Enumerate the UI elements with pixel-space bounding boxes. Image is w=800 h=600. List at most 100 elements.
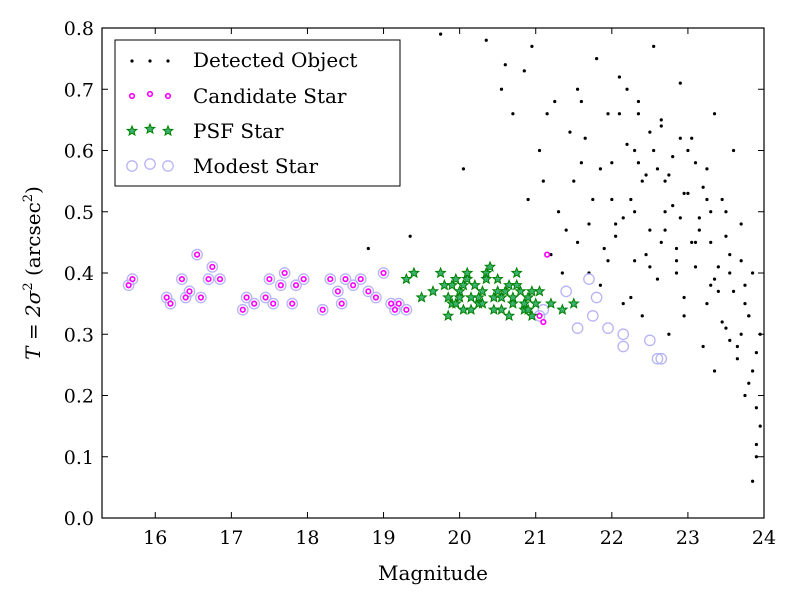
detected-object-point [541,179,545,183]
modest-star-point [195,291,207,304]
detected-object-point [575,87,580,91]
detected-object-point [716,265,720,269]
psf-star-point [503,309,516,322]
modest-star-point [400,303,413,316]
psf-star-point [465,291,478,303]
detected-object-point [758,424,762,428]
detected-object-point [709,240,713,244]
candidate-star-point [182,294,189,301]
psf-star-point [495,303,508,315]
detected-object-point [575,240,580,244]
detected-object-point [671,155,675,159]
candidate-star-point [536,312,543,319]
y-tick-label: 0.1 [64,447,94,469]
candidate-star-point [395,300,402,307]
x-tick-label: 17 [219,527,243,549]
detected-object-point [739,332,743,336]
legend-marker [166,59,170,63]
detected-object-point [522,69,526,73]
detected-object-point [690,240,694,244]
modest-star-point [332,285,344,298]
detected-object-point [682,295,686,300]
legend: Detected Object Candidate Star PSF Star … [114,39,401,187]
detected-object-point [503,63,507,67]
candidate-star-point [277,282,284,289]
modest-star-point [179,291,192,304]
modest-star-point [214,273,226,285]
modest-star-point [259,291,272,304]
detected-object-point [750,479,755,483]
y-axis: 0.0 0.1 0.2 0.3 0.4 0.5 0.6 0.7 0.8 [64,18,764,530]
detected-object-point [674,271,679,275]
candidate-star-point [372,294,380,301]
legend-label-modest-star: Modest Star [193,154,318,178]
detected-object-point [499,87,504,91]
detected-object-point [583,136,587,140]
y-tick-label: 0.5 [64,202,94,224]
modest-star-point [263,273,276,285]
detected-object-point [572,179,576,183]
candidate-star-point [327,276,334,283]
detected-object-point [671,204,675,208]
detected-object-point [587,222,591,226]
legend-marker [148,59,152,63]
modest-star-point [651,352,664,365]
detected-object-point [644,253,648,257]
detected-object-point [712,112,717,116]
psf-star-point [442,309,455,322]
candidate-star-point [262,294,269,301]
detected-object-point [705,302,709,306]
detected-object-point [747,314,751,318]
candidate-star-point [216,276,224,283]
detected-object-point [720,197,724,202]
candidate-star-point [334,288,341,295]
detected-object-point [712,369,717,373]
detected-object-point [461,167,466,171]
detected-object-point [629,295,633,300]
detected-object-point [511,112,515,116]
legend-symbol-candidate-star [128,90,172,100]
psf-star-point [426,285,440,297]
psf-star-point [487,303,500,315]
psf-star-point [484,260,497,273]
detected-object-point [743,302,747,306]
psf-star-point [522,291,535,303]
modest-star-point [602,322,614,334]
detected-object-point [678,136,682,140]
detected-object-point [648,130,652,134]
detected-object-point [686,191,690,195]
psf-star-point [556,303,569,315]
modest-star-point [248,297,261,310]
psf-star-point [514,285,527,297]
psf-star-point [461,266,474,279]
y-axis-label-exp1: 2 [21,282,36,290]
detected-object-point [678,216,682,220]
candidate-star-point [289,300,296,307]
modest-star-point [655,352,668,365]
candidate-star-point [350,282,357,289]
x-tick-label: 19 [371,527,395,549]
detected-object-point [720,320,724,324]
detected-object-point [754,351,758,355]
modest-star-point [176,273,188,285]
x-tick-label: 24 [752,527,776,549]
detected-object-point [659,118,663,122]
detected-object-point [640,314,644,318]
legend-marker [125,124,139,137]
y-tick-label: 0.6 [64,141,94,163]
modest-star-point [347,279,359,292]
legend-marker [162,160,174,172]
modest-star-point [267,297,280,310]
detected-object-point [629,197,633,202]
psf-star-point [518,297,531,309]
plot-points [122,32,762,483]
modest-star-point [537,303,550,316]
modest-star-point [586,310,599,322]
detected-object-point [709,210,713,214]
candidate-star-point [388,300,395,307]
detected-object-point [579,161,583,165]
detected-object-point [750,271,755,275]
candidate-star-point [540,318,547,326]
modest-star-point [617,328,630,341]
candidate-star-point [403,306,410,313]
